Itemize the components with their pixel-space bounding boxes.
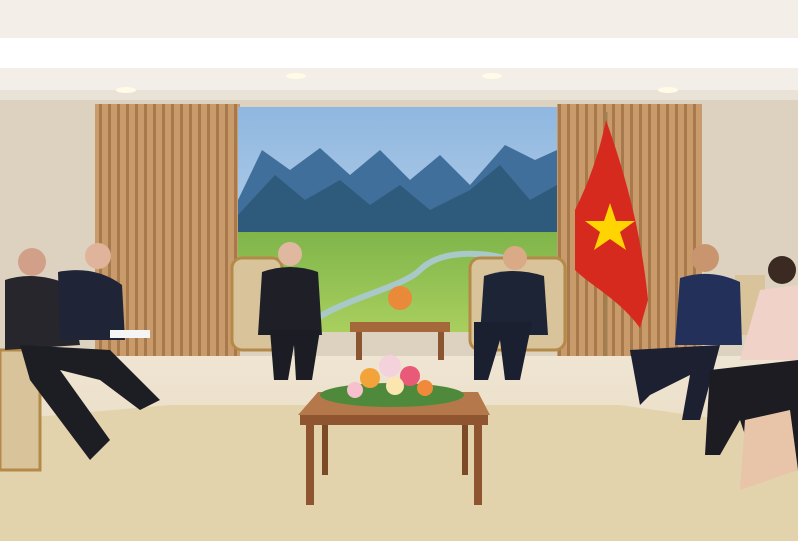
host — [474, 246, 548, 380]
carpet — [0, 405, 798, 541]
suit — [258, 267, 322, 335]
ceiling-light — [482, 73, 502, 79]
ceiling-light — [286, 73, 306, 79]
trousers — [630, 345, 720, 420]
head — [18, 248, 46, 276]
suit — [58, 270, 125, 340]
trousers — [270, 330, 320, 380]
head — [503, 246, 527, 270]
ceiling-light — [658, 87, 678, 93]
small-flowers — [388, 286, 412, 310]
legs — [740, 410, 798, 490]
table-leg — [322, 425, 328, 475]
head — [691, 244, 719, 272]
blouse — [740, 285, 798, 360]
flower-arrangement — [320, 355, 464, 407]
notepad — [110, 330, 150, 338]
river — [297, 250, 521, 335]
ceiling-cornice — [0, 38, 798, 68]
flower — [417, 380, 433, 396]
trousers — [20, 345, 160, 460]
head — [278, 242, 302, 266]
table-leg — [474, 425, 482, 505]
ceiling-light — [116, 87, 136, 93]
table-leg — [462, 425, 468, 475]
flower — [360, 368, 380, 388]
flag-star — [585, 203, 635, 250]
table-apron — [300, 415, 488, 425]
mountains — [238, 165, 557, 240]
suit — [480, 271, 548, 335]
right-delegation — [630, 244, 798, 490]
left-delegation — [5, 243, 160, 460]
head — [85, 243, 111, 269]
side-table — [350, 322, 450, 332]
flower — [379, 355, 401, 377]
flower — [400, 366, 420, 386]
guest — [258, 242, 322, 380]
side-table-leg — [438, 332, 444, 360]
head — [768, 256, 796, 284]
side-table-leg — [356, 332, 362, 360]
flower — [386, 377, 404, 395]
suit — [675, 273, 742, 345]
flower — [347, 382, 363, 398]
ceiling-edge — [0, 90, 798, 100]
trousers — [474, 322, 532, 380]
table-leg — [306, 425, 314, 505]
